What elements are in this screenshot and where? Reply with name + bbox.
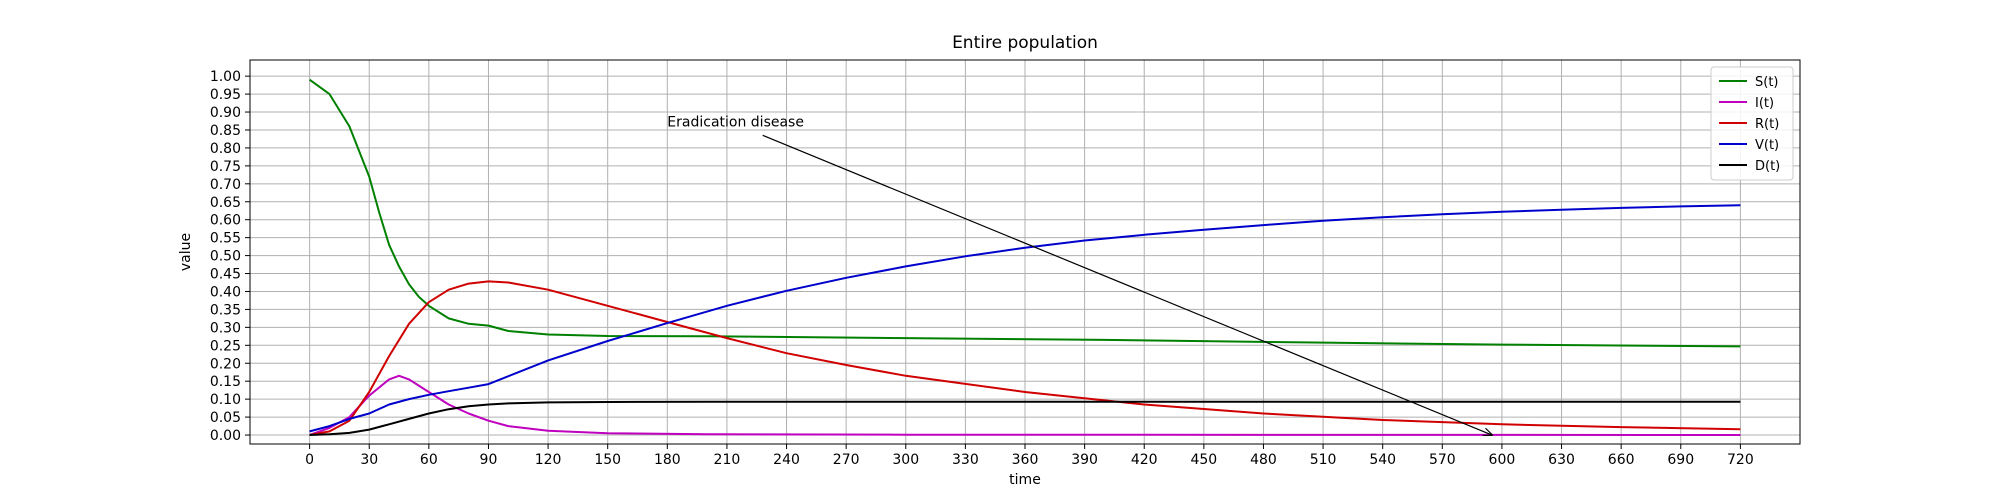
y-tick-label: 0.95 <box>210 87 241 103</box>
x-tick-label: 150 <box>594 452 621 468</box>
x-tick-label: 30 <box>360 452 378 468</box>
series-line-4 <box>309 204 1741 433</box>
y-tick-label: 0.80 <box>210 141 241 157</box>
x-tick-label: 720 <box>1727 452 1754 468</box>
x-tick-label: 270 <box>833 452 860 468</box>
y-tick-label: 0.90 <box>210 105 241 121</box>
x-tick-label: 660 <box>1608 452 1635 468</box>
x-tick-label: 510 <box>1310 452 1337 468</box>
y-tick-label: 0.20 <box>210 356 241 372</box>
ticks: 0 30 60 90 120 150 180 210 240 270 300 330 360 390 420… <box>210 69 1754 468</box>
x-tick-label: 360 <box>1012 452 1039 468</box>
x-tick-label: 300 <box>892 452 919 468</box>
x-tick-label: 420 <box>1131 452 1158 468</box>
legend-label: S(t) <box>1755 75 1779 90</box>
x-tick-label: 60 <box>420 452 438 468</box>
x-tick-label: 330 <box>952 452 979 468</box>
y-tick-label: 0.25 <box>210 338 241 354</box>
y-tick-label: 0.35 <box>210 302 241 318</box>
x-tick-label: 0 <box>305 452 314 468</box>
x-tick-label: 450 <box>1190 452 1217 468</box>
y-tick-label: 1.00 <box>210 69 241 85</box>
annotation-arrow <box>762 134 1492 435</box>
y-tick-label: 0.50 <box>210 249 241 265</box>
y-tick-label: 0.60 <box>210 213 241 229</box>
x-tick-label: 540 <box>1369 452 1396 468</box>
y-tick-label: 0.65 <box>210 195 241 211</box>
y-tick-label: 0.70 <box>210 177 241 193</box>
x-tick-label: 480 <box>1250 452 1277 468</box>
x-tick-label: 690 <box>1667 452 1694 468</box>
y-tick-label: 0.05 <box>210 410 241 426</box>
legend-box <box>1710 66 1794 181</box>
series-layer <box>309 78 1741 436</box>
y-tick-label: 0.15 <box>210 374 241 390</box>
annotation-text: Eradication disease <box>667 114 804 130</box>
y-tick-label: 0.55 <box>210 231 241 247</box>
legend-label: I(t) <box>1755 96 1774 111</box>
y-tick-label: 0.85 <box>210 123 241 139</box>
x-tick-label: 120 <box>535 452 562 468</box>
x-tick-label: 600 <box>1489 452 1516 468</box>
x-tick-label: 630 <box>1548 452 1575 468</box>
x-tick-label: 390 <box>1071 452 1098 468</box>
grid <box>250 60 1800 444</box>
y-tick-label: 0.10 <box>210 392 241 408</box>
chart-title: Entire population <box>952 33 1098 53</box>
y-tick-label: 0.75 <box>210 159 241 175</box>
x-tick-label: 240 <box>773 452 800 468</box>
x-tick-label: 210 <box>714 452 741 468</box>
x-tick-label: 570 <box>1429 452 1456 468</box>
y-tick-label: 0.40 <box>210 284 241 300</box>
legend-label: V(t) <box>1755 138 1779 153</box>
x-axis-label: time <box>1009 472 1041 488</box>
annotations: Eradication disease <box>667 114 1492 435</box>
series-line-5 <box>309 400 1741 436</box>
y-tick-label: 0.45 <box>210 267 241 283</box>
legend-label: R(t) <box>1755 117 1779 132</box>
series-line-1 <box>309 78 1741 348</box>
y-axis-label: value <box>178 233 194 271</box>
legend: S(t) I(t) R(t) V(t) D(t) <box>1710 66 1794 181</box>
series-line-3 <box>309 280 1741 436</box>
legend-label: D(t) <box>1755 159 1780 174</box>
y-tick-label: 0.00 <box>210 428 241 444</box>
x-tick-label: 90 <box>480 452 498 468</box>
y-tick-label: 0.30 <box>210 320 241 336</box>
x-tick-label: 180 <box>654 452 681 468</box>
